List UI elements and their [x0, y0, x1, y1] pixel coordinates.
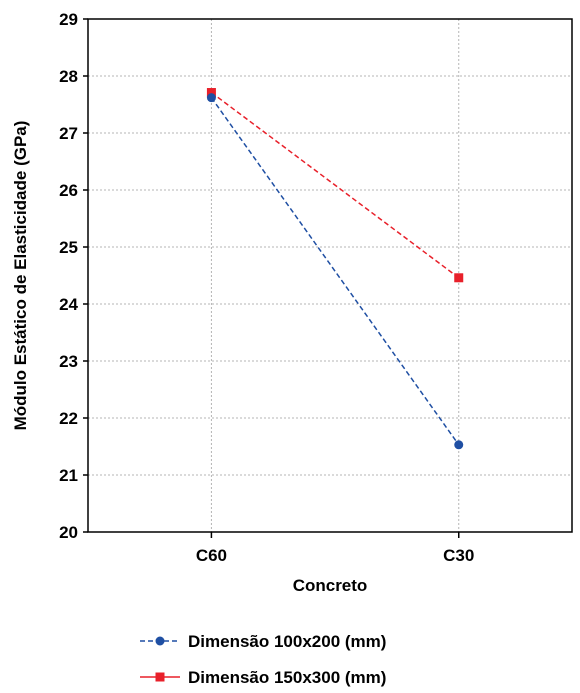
y-tick-label: 25: [59, 238, 78, 257]
legend-marker: [155, 636, 165, 646]
data-point-series-2: [206, 88, 216, 98]
data-point-series-1: [206, 93, 216, 103]
series-line-2: [210, 91, 460, 279]
legend-item-1: Dimensão 100x200 (mm): [140, 632, 386, 651]
y-tick-label: 21: [59, 466, 78, 485]
y-tick-label: 22: [59, 409, 78, 428]
y-tick-label: 23: [59, 352, 78, 371]
data-point-series-2: [454, 273, 464, 283]
x-tick-label: C30: [443, 546, 474, 565]
series-layer: [206, 88, 464, 450]
y-tick-label: 26: [59, 181, 78, 200]
grid-lines: [88, 19, 572, 532]
x-tick-label: C60: [196, 546, 227, 565]
y-axis-title: Módulo Estático de Elasticidade (GPa): [11, 121, 30, 431]
y-tick-label: 28: [59, 67, 78, 86]
legend-marker: [155, 672, 165, 682]
data-point-series-1: [454, 440, 464, 450]
y-tick-label: 20: [59, 523, 78, 542]
y-tick-label: 27: [59, 124, 78, 143]
axis-ticks: 20 21 22 23 24 25 26 27 28 29 C60 C30: [59, 10, 474, 565]
legend-label: Dimensão 100x200 (mm): [188, 632, 386, 651]
y-tick-label: 29: [59, 10, 78, 29]
series-line-1: [210, 97, 460, 446]
y-tick-label: 24: [59, 295, 78, 314]
x-axis-title: Concreto: [293, 576, 368, 595]
plot-frame: [87, 18, 573, 533]
legend: Dimensão 100x200 (mm) Dimensão 150x300 (m…: [140, 632, 386, 687]
legend-label: Dimensão 150x300 (mm): [188, 668, 386, 687]
legend-item-2: Dimensão 150x300 (mm): [140, 668, 386, 687]
